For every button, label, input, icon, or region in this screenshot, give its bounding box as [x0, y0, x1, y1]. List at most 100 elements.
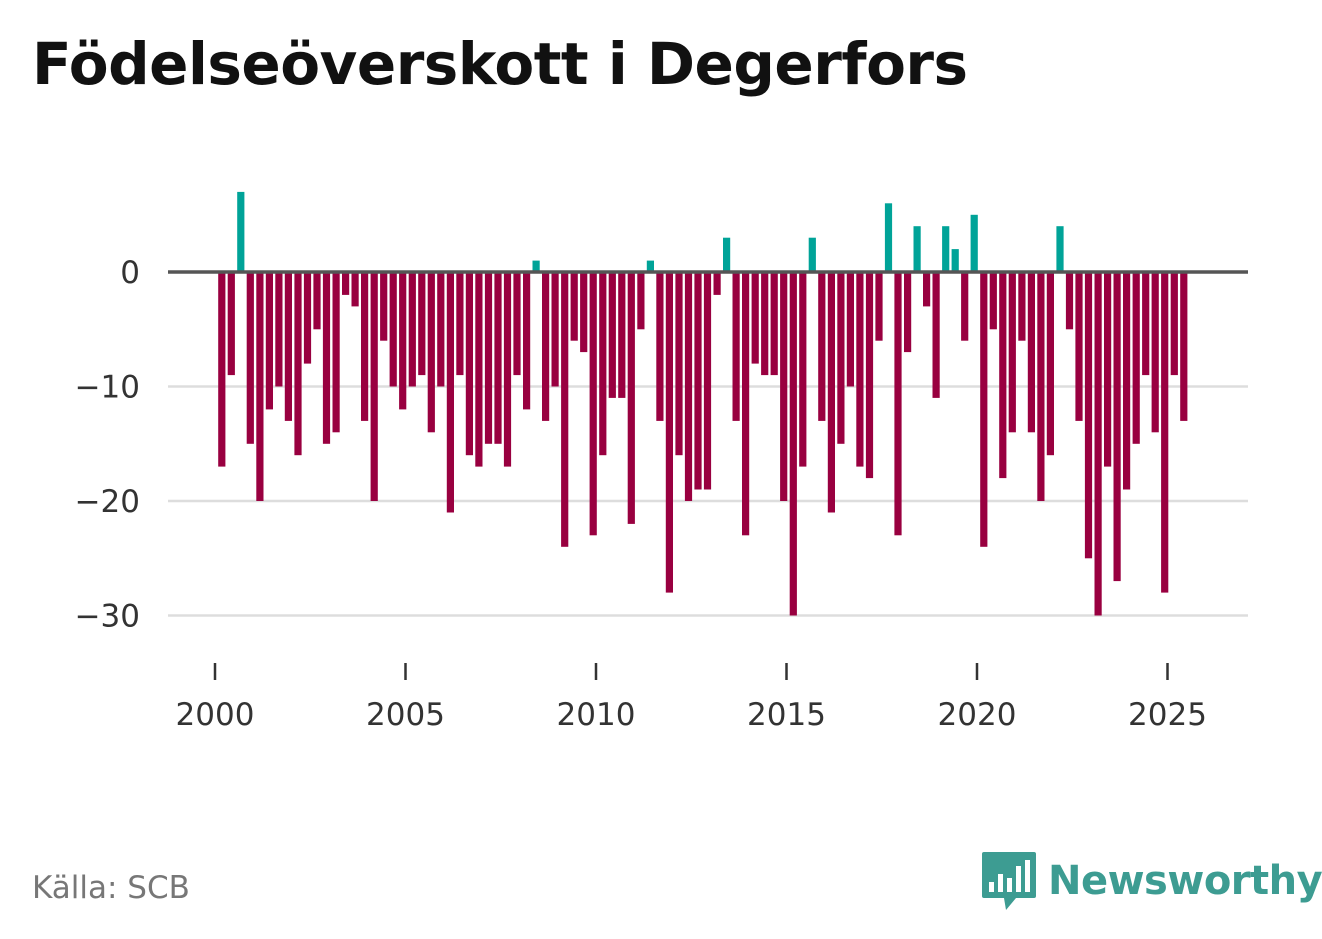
bar — [408, 272, 416, 387]
bar — [942, 226, 950, 272]
bar — [570, 272, 578, 341]
bar — [599, 272, 607, 456]
x-tick-label: 2015 — [747, 697, 826, 733]
bar — [618, 272, 626, 398]
bar — [1094, 272, 1102, 616]
bar — [523, 272, 531, 410]
x-tick-label: 2000 — [176, 697, 255, 733]
bar — [580, 272, 588, 353]
bar — [532, 260, 540, 272]
y-tick-label: −20 — [75, 484, 140, 520]
bar — [961, 272, 969, 341]
bar — [1180, 272, 1188, 421]
bar — [322, 272, 331, 444]
bar — [713, 272, 721, 295]
bar — [380, 272, 388, 341]
bar — [456, 272, 464, 376]
bar-chart: 0 −10 −20 −30 2000 2005 2010 2015 2020 2025 — [75, 191, 1248, 733]
bar — [837, 272, 845, 444]
bar — [513, 272, 521, 376]
bar — [446, 272, 454, 513]
bar — [303, 272, 312, 364]
bar — [780, 272, 788, 501]
bar — [265, 272, 273, 410]
bar — [1027, 272, 1035, 433]
bar — [542, 272, 550, 421]
y-tick-label: −10 — [75, 370, 140, 406]
x-tick-label: 2010 — [557, 697, 636, 733]
bar — [999, 272, 1007, 479]
bar — [989, 272, 997, 330]
bar — [551, 272, 559, 387]
bar — [418, 272, 426, 376]
bar — [237, 191, 245, 272]
bar — [799, 272, 807, 467]
bar — [1008, 272, 1016, 433]
bar — [332, 272, 340, 433]
bar — [818, 272, 826, 421]
bar — [761, 272, 769, 376]
bar — [980, 272, 988, 547]
bar — [742, 272, 750, 536]
bar — [218, 272, 226, 467]
bar — [932, 272, 940, 398]
source-note: Källa: SCB — [32, 870, 190, 906]
bar — [751, 272, 759, 364]
bar — [856, 272, 864, 467]
bar — [351, 272, 359, 307]
bar — [561, 272, 569, 547]
bar — [503, 272, 512, 467]
bar — [1046, 272, 1054, 456]
bar — [1161, 272, 1169, 593]
bar — [589, 272, 597, 536]
bar — [475, 272, 483, 467]
bar — [284, 272, 292, 421]
bar — [246, 272, 254, 444]
bar — [1075, 272, 1083, 421]
bar — [227, 272, 235, 376]
x-tick-label: 2025 — [1128, 697, 1207, 733]
bar — [361, 272, 369, 421]
bar — [1065, 272, 1074, 330]
bar — [894, 272, 902, 536]
bar — [1132, 272, 1140, 444]
x-tick-label: 2020 — [938, 697, 1017, 733]
bar — [484, 272, 493, 444]
bar — [294, 272, 302, 456]
bar — [808, 237, 816, 272]
bar — [703, 272, 712, 490]
bar — [675, 272, 683, 456]
bar — [313, 272, 321, 330]
bar — [913, 226, 921, 272]
bar — [732, 272, 740, 421]
bar — [684, 272, 693, 501]
bar — [437, 272, 445, 387]
bar — [637, 272, 645, 330]
y-tick-label: 0 — [120, 255, 140, 291]
bar-layer — [218, 191, 1188, 616]
bar — [865, 272, 874, 479]
bar — [399, 272, 407, 410]
bar — [646, 260, 654, 272]
bar — [1104, 272, 1112, 467]
bar — [884, 203, 893, 272]
bar — [827, 272, 835, 513]
y-tick-label: −30 — [75, 599, 140, 635]
bar — [275, 272, 283, 387]
bar — [1056, 226, 1064, 272]
bar — [694, 272, 702, 490]
bar — [789, 272, 797, 616]
bar — [465, 272, 473, 456]
bar — [846, 272, 854, 387]
bar-chart-speech-bubble-icon — [982, 852, 1036, 910]
bar — [770, 272, 778, 376]
bar — [904, 272, 912, 353]
axis-layer: 0 −10 −20 −30 2000 2005 2010 2015 2020 2025 — [75, 255, 1248, 733]
bar — [1151, 272, 1159, 433]
bar — [723, 237, 731, 272]
bar — [608, 272, 616, 398]
newsworthy-logo[interactable]: Newsworthy — [980, 850, 1322, 912]
bar — [627, 272, 635, 524]
bar — [1018, 272, 1026, 341]
bar — [923, 272, 931, 307]
